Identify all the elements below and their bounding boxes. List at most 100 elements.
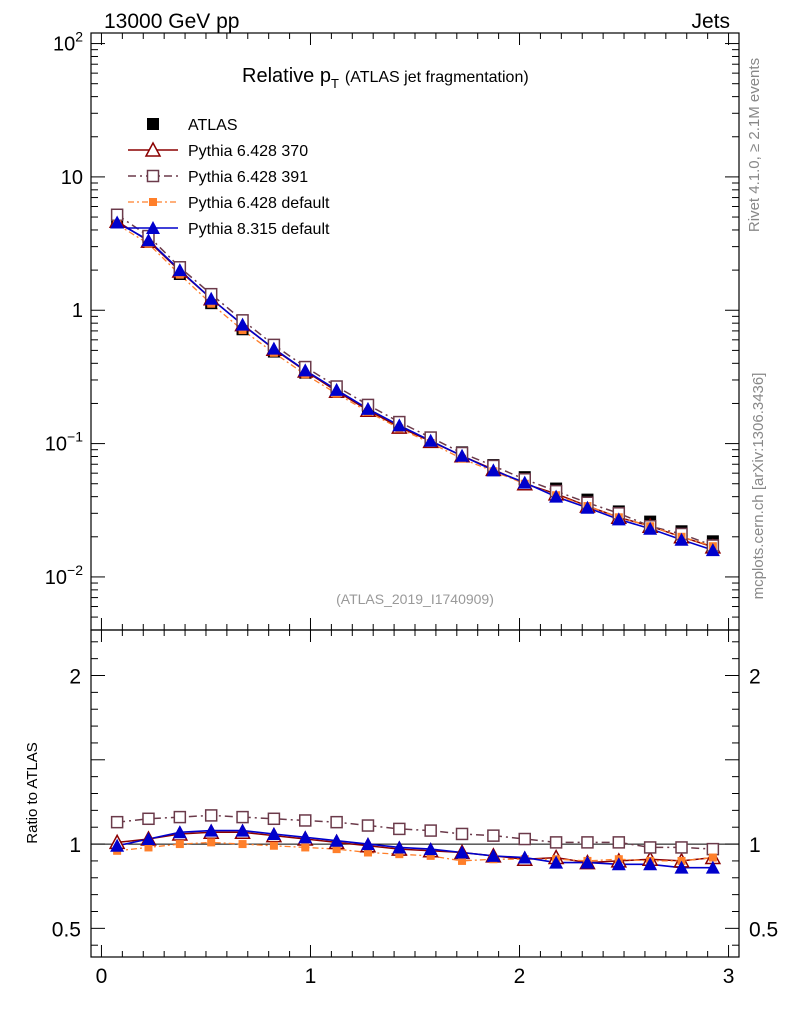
ratio-point-p391 [204,809,218,822]
y-tick-base: 10 [45,567,67,589]
ratio-y-tick-label: 1 [69,834,81,857]
rivet-version-label: Rivet 4.1.0, ≥ 2.1M events [746,58,763,232]
ratio-point-p391 [142,812,155,826]
ratio-point-p391 [110,815,124,829]
ratio-point-p391 [424,824,437,837]
ratio-axis-ticks: 0 1 2 3 0.5 0.5 1 1 2 2 [52,630,778,988]
ratio-point-p6def [426,851,435,860]
main-point-p8def [360,401,375,415]
ratio-point-p391 [643,841,657,854]
main-point-p8def [549,489,564,503]
main-point-p8def [110,215,125,229]
main-point-p8def [329,382,344,396]
ratio-point-p391 [393,822,406,836]
title-main: Relative p [242,65,331,87]
title-subscript: T [331,76,339,91]
ratio-point-p6def [144,843,153,852]
ratio-point-p6def [458,856,467,865]
main-line-p391 [116,214,714,547]
ratio-point-p8def [266,826,281,840]
ratio-line-p370 [117,831,713,864]
main-point-p8def [643,521,658,535]
ratio-point-p6def [175,840,184,849]
ratio-point-p391 [299,814,312,827]
main-y-tick-label: 10 [61,167,83,189]
ratio-point-p391 [518,832,531,846]
ratio-point-p6def [207,838,216,847]
main-point-p8def [204,291,219,305]
ratio-point-p8def [705,860,720,874]
main-point-p8def [423,433,438,447]
ratio-point-p391 [581,836,594,849]
main-point-p8def [705,543,720,557]
y-tick-base: 10 [45,434,67,456]
ratio-point-p8def [455,845,470,859]
ratio-point-p8def [423,842,438,856]
ratio-plot-frame [90,629,740,958]
main-point-p8def [486,463,501,477]
legend-marker-p370 [144,141,162,157]
ratio-point-p8def [360,837,375,851]
ratio-y-tick-label-right: 1 [749,834,761,857]
ratio-point-p6def [269,841,278,850]
ratio-point-p391 [267,812,281,826]
y-tick-exponent: −1 [67,429,83,445]
main-point-p8def [266,341,281,355]
ratio-point-p391 [236,810,249,824]
ratio-point-p6def [708,853,717,862]
ratio-y-tick-label: 2 [69,666,81,689]
ratio-line-p6def [117,841,713,862]
main-y-tick-label: 10−1 [45,429,83,456]
legend-marker-atlas [147,118,159,130]
analysis-id: (ATLAS_2019_I1740909) [336,591,494,607]
main-point-p8def [517,475,532,489]
main-point-p8def [172,263,187,277]
legend-label-p370: Pythia 6.428 370 [188,143,308,160]
main-point-p8def [235,317,250,331]
ratio-point-p8def [580,855,595,869]
ratio-point-p391 [173,810,187,824]
ratio-point-p391 [361,819,375,832]
ratio-point-p8def [110,838,125,852]
ratio-point-p391 [455,827,469,841]
x-tick-label: 0 [96,965,108,988]
main-y-tick-label: 10−2 [45,562,83,589]
ratio-point-p8def [486,848,501,862]
main-point-p8def [611,512,626,526]
ratio-point-p391 [612,836,626,849]
main-point-p8def [141,233,156,247]
legend-marker-p6def [149,198,157,206]
main-point-p8def [455,448,470,462]
ratio-point-p8def [643,857,658,871]
ratio-y-tick-label: 0.5 [52,918,81,941]
ratio-point-p6def [395,850,404,859]
y-tick-exponent: −2 [67,562,83,578]
y-tick-base: 10 [53,34,75,56]
legend-label-atlas: ATLAS [188,117,238,134]
main-point-p8def [674,532,689,546]
ratio-point-p391 [706,842,720,856]
ratio-point-p391 [330,815,343,829]
ratio-y-tick-label-right: 2 [749,666,761,689]
ratio-point-p8def [549,855,564,869]
x-tick-label: 3 [723,965,735,988]
x-tick-label: 2 [514,965,526,988]
main-point-p8def [580,500,595,514]
legend-label-p6def: Pythia 6.428 default [188,195,330,212]
ratio-point-p8def [235,823,250,837]
legend-marker-p391 [146,169,160,183]
ratio-point-p6def [238,840,247,849]
legend-label-p391: Pythia 6.428 391 [188,169,308,186]
ratio-series-layer [108,809,722,874]
ratio-point-p391 [549,836,563,849]
ratio-point-p6def [301,843,310,852]
y-tick-base: 10 [61,167,83,189]
main-point-p8def [392,418,407,432]
ratio-y-tick-label-right: 0.5 [749,918,778,941]
main-point-p8def [298,363,313,377]
x-tick-label: 1 [305,965,317,988]
y-tick-exponent: 2 [75,29,83,45]
ratio-point-p391 [675,841,688,854]
